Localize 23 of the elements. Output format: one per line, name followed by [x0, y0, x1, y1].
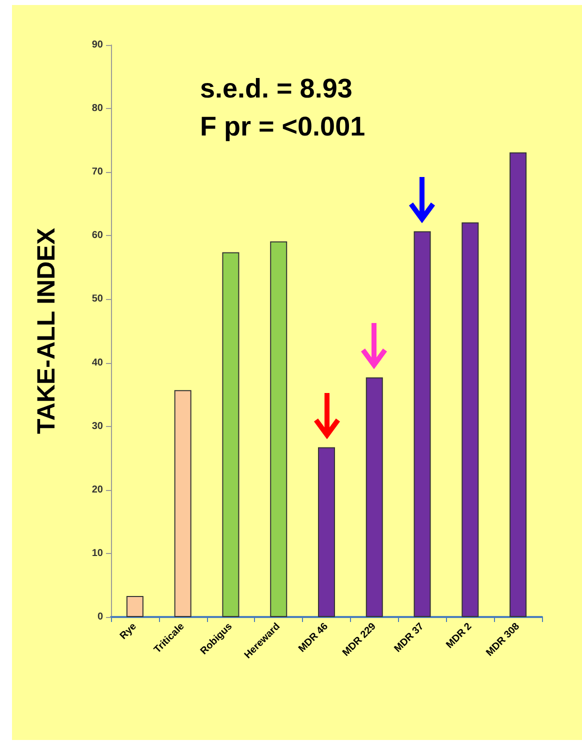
x-tick-label: Rye	[118, 620, 140, 642]
bar	[414, 231, 431, 617]
y-tick-label: 10	[92, 548, 104, 559]
y-axis-title: TAKE-ALL INDEX	[32, 228, 60, 434]
y-tick-label: 20	[92, 484, 104, 496]
bar	[222, 252, 240, 617]
y-tick-label: 70	[92, 166, 104, 178]
annotation: F pr = <0.001	[200, 112, 366, 142]
y-tick-label: 60	[92, 230, 104, 242]
annotation: s.e.d. = 8.93	[200, 74, 352, 104]
y-tick-label: 0	[97, 612, 104, 622]
bar	[462, 222, 479, 617]
bar	[270, 241, 288, 617]
y-tick-label: 30	[92, 420, 104, 432]
bar	[366, 377, 383, 617]
y-tick-label: 40	[92, 357, 104, 368]
y-tick-label: 90	[92, 40, 104, 50]
y-tick-label: 50	[92, 294, 104, 305]
bar	[510, 152, 527, 617]
bar	[174, 390, 192, 617]
y-tick-label: 80	[92, 103, 104, 114]
bar	[318, 447, 335, 617]
bar	[126, 596, 144, 617]
